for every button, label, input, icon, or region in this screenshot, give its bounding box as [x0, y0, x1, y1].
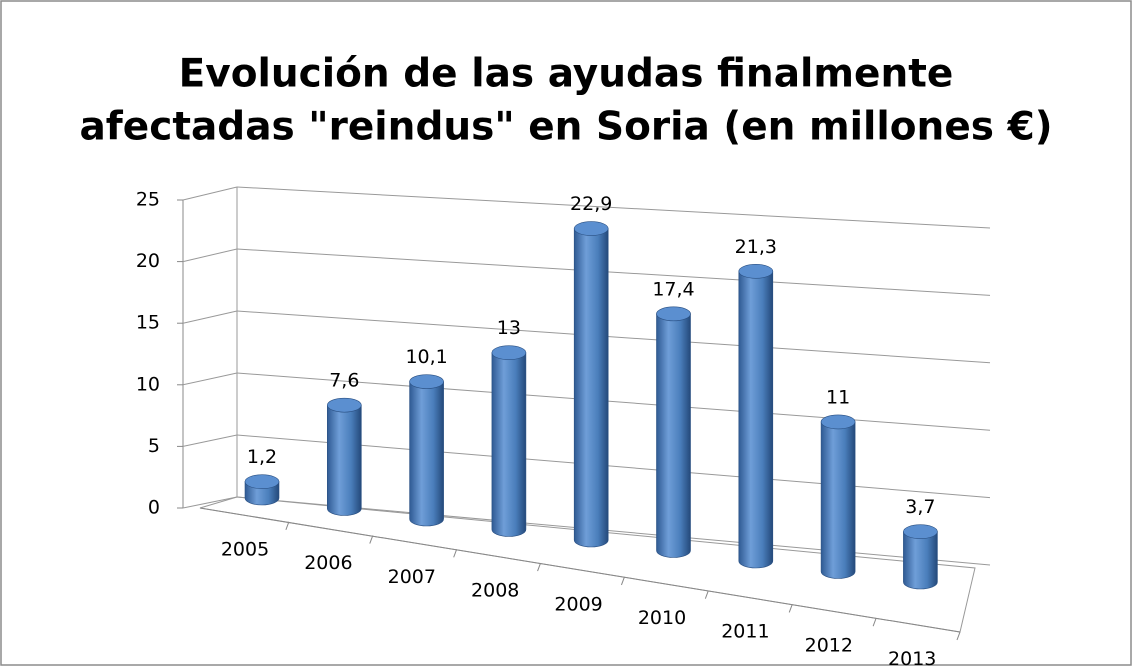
- x-tick-label: 2012: [805, 634, 853, 656]
- x-tick-label: 2011: [721, 621, 769, 643]
- y-tick-label: 15: [136, 312, 160, 334]
- bar: [820, 421, 856, 579]
- data-label: 10,1: [405, 346, 447, 368]
- x-tick-mark: [704, 590, 709, 599]
- bar-top: [738, 264, 774, 279]
- grid-line: [182, 372, 238, 386]
- x-tick-label: 2013: [888, 648, 936, 666]
- bar: [738, 271, 774, 569]
- x-tick-mark: [369, 535, 374, 544]
- axis-line: [199, 507, 961, 633]
- y-tick-label: 0: [148, 497, 160, 519]
- y-tick-label: 5: [148, 435, 160, 457]
- grid-line: [236, 310, 991, 364]
- grid-line: [182, 248, 238, 263]
- bar: [491, 352, 527, 537]
- grid-line: [236, 372, 991, 431]
- bar: [656, 313, 691, 558]
- x-tick-mark: [537, 562, 542, 572]
- bar-top: [244, 474, 280, 489]
- bar-top: [573, 221, 609, 236]
- bar: [327, 404, 362, 516]
- bar: [573, 228, 609, 548]
- data-label: 3,7: [905, 496, 935, 518]
- x-tick-label: 2009: [554, 593, 602, 615]
- bar-top: [820, 414, 856, 430]
- x-tick-label: 2007: [388, 566, 436, 588]
- grid-line: [236, 496, 991, 566]
- bar-top: [656, 306, 691, 322]
- grid-line: [182, 186, 238, 201]
- chart-title: Evolución de las ayudas finalmente: [179, 52, 954, 97]
- bar: [903, 531, 938, 590]
- data-label: 11: [826, 386, 850, 408]
- bar-top: [326, 397, 362, 413]
- grid-line: [236, 186, 991, 229]
- x-tick-mark: [956, 631, 961, 641]
- bar-top: [491, 345, 527, 361]
- data-label: 22,9: [570, 193, 612, 215]
- chart-title: afectadas "reindus" en Soria (en millone…: [79, 105, 1052, 150]
- y-tick-label: 10: [136, 373, 160, 395]
- data-label: 17,4: [652, 278, 694, 300]
- grid-line: [182, 434, 238, 447]
- x-tick-mark: [285, 521, 290, 530]
- bar: [409, 381, 444, 527]
- x-tick-mark: [620, 576, 625, 586]
- data-label: 1,2: [247, 446, 277, 468]
- x-tick-mark: [872, 618, 877, 627]
- data-label: 7,6: [329, 370, 359, 392]
- grid-line: [182, 496, 238, 509]
- x-tick-label: 2006: [304, 552, 352, 574]
- y-tick-label: 20: [136, 250, 160, 272]
- x-tick-label: 2005: [221, 539, 269, 561]
- x-tick-label: 2008: [471, 580, 519, 602]
- y-tick-label: 25: [136, 189, 160, 211]
- data-label: 13: [497, 317, 521, 339]
- bar-top: [903, 524, 938, 539]
- data-label: 21,3: [735, 236, 777, 258]
- bar-top: [409, 374, 444, 389]
- x-tick-mark: [788, 604, 793, 613]
- grid-line: [182, 310, 238, 324]
- x-tick-mark: [453, 549, 458, 558]
- x-tick-label: 2010: [638, 607, 686, 629]
- grid-line: [236, 434, 991, 499]
- grid-line: [236, 248, 991, 296]
